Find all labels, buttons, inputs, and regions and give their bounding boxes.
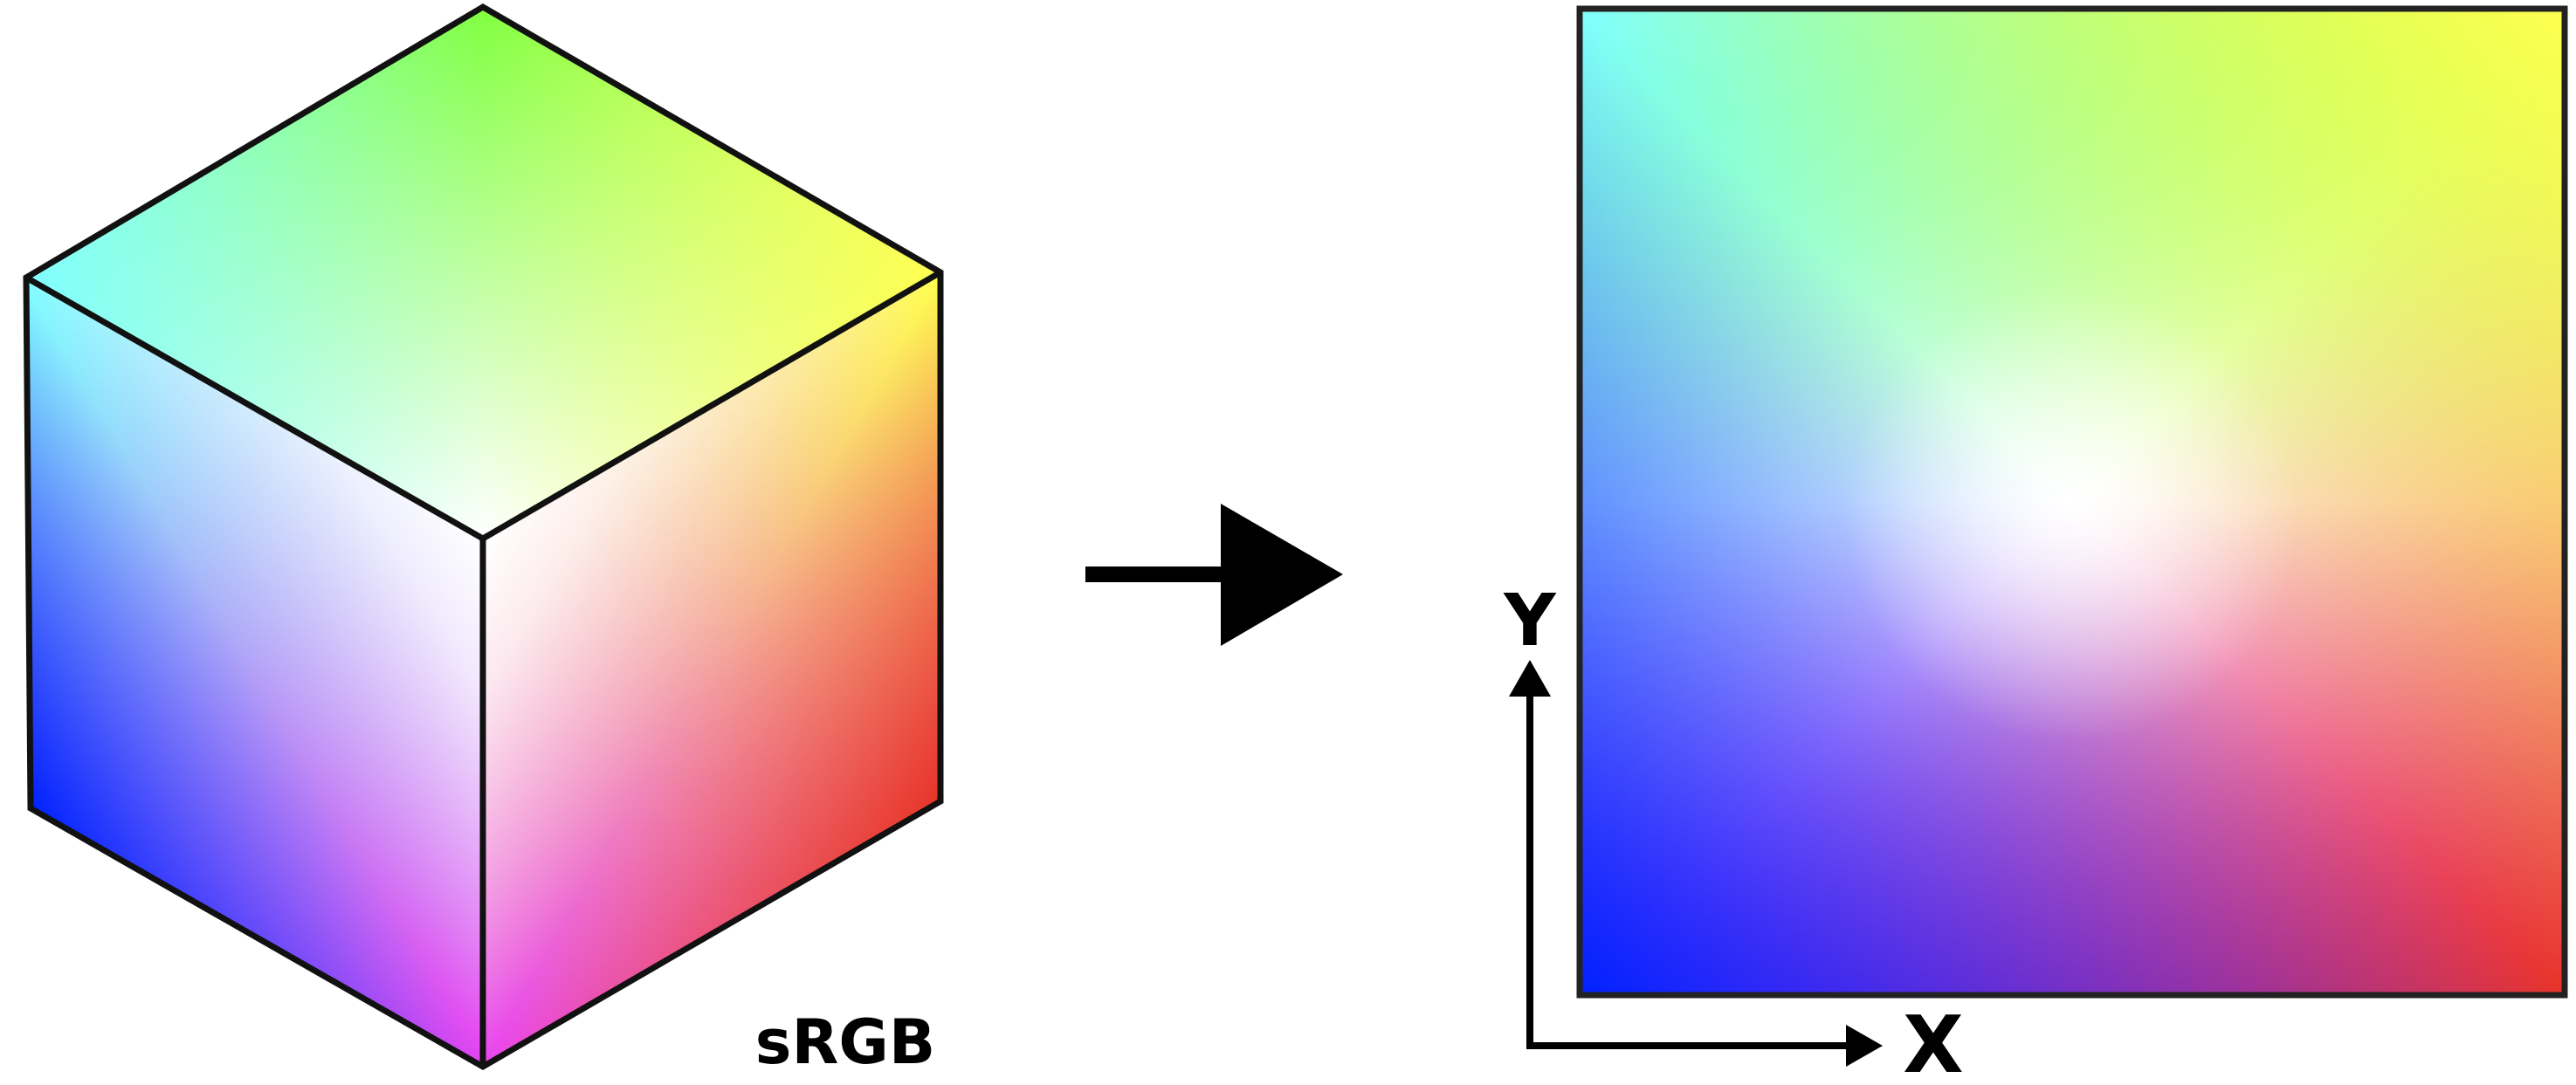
- square-outline: [1576, 5, 2568, 999]
- cube-right-face-overlay: [483, 272, 940, 1067]
- y-axis-arrowhead: [1509, 660, 1551, 697]
- x-axis-arrowhead: [1846, 1025, 1883, 1067]
- projection-square: [1576, 5, 2568, 999]
- axis-lines: [1526, 696, 1849, 1049]
- rgb-cube: [23, 3, 944, 1071]
- arrow-shaft: [1085, 567, 1225, 582]
- square-center-glow: [1580, 9, 2565, 995]
- y-axis-label: Y: [1503, 580, 1557, 663]
- arrow-head: [1221, 504, 1343, 646]
- transform-arrow: [1085, 504, 1343, 646]
- x-axis-label: X: [1903, 999, 1963, 1081]
- axes: [1509, 660, 1883, 1067]
- cube-label: sRGB: [755, 1006, 935, 1078]
